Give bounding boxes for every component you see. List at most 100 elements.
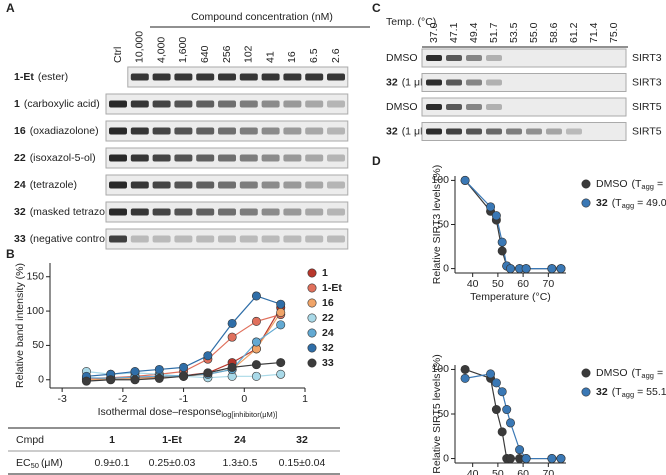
data-point [491,211,501,221]
legend-entry: 22 [322,312,334,324]
x-tick-label: -2 [118,393,127,405]
band [486,55,502,61]
band [196,154,215,162]
band [196,100,215,108]
data-point [276,358,286,368]
band [109,181,127,189]
band [261,127,280,135]
panel-label: C [372,1,381,15]
data-point [521,264,531,274]
band [196,127,215,135]
lane-label: 55.0 [528,22,540,43]
band [218,127,236,135]
legend-marker [307,358,317,368]
band [426,128,442,135]
data-point [251,291,261,301]
band [130,73,149,81]
band [327,208,345,216]
legend-entry: 16 [322,297,334,309]
band [261,181,280,189]
band [130,100,149,108]
label: EC [16,457,31,469]
legend-entry: 32 (Tagg= 55.1 °C*) [596,386,666,399]
annotation: (T [612,197,622,209]
series-line [464,368,561,460]
compound: 16 [14,125,26,137]
x-tick-label: 60 [517,468,529,475]
band [327,73,345,81]
data-point [251,316,261,326]
lane-label: 58.6 [548,22,560,43]
lane-label: 16 [286,51,298,63]
band [152,100,171,108]
band [327,154,345,162]
treatment: DMSO [386,101,418,113]
legend-name: 1 [322,267,328,279]
y-tick-label: 150 [26,271,44,283]
compound: 33 [14,233,26,245]
annotation: (T [632,178,642,190]
table-header: 32 [296,434,308,446]
legend-marker [307,343,317,353]
band [239,154,258,162]
legend-name: 1-Et [322,282,342,294]
band [261,100,280,108]
band [305,154,324,162]
y-tick-label: 100 [431,363,449,375]
blot [421,48,627,68]
x-tick-label: 40 [467,468,479,475]
annotation: = 49.7 °C) [657,367,666,379]
band [174,208,193,216]
panel-label: B [6,247,15,261]
label-sub: 50 [31,461,39,470]
row-label: 1-Et (ester) [14,71,68,83]
band [446,79,462,86]
series-line [464,373,561,460]
data-point [505,454,515,464]
band [130,154,149,162]
x-tick-label: 70 [542,278,554,290]
band [239,127,258,135]
band [305,235,324,243]
band [426,79,442,86]
band [174,100,193,108]
data-point [106,375,116,385]
band [174,181,193,189]
data-point [505,418,515,428]
row-label: 24 (tetrazole) [14,179,77,191]
data-point [547,264,557,274]
band [130,208,149,216]
table-header: 1-Et [162,434,182,446]
lane-label: 47.1 [448,22,460,43]
band [130,127,149,135]
x-tick-label: 0 [241,393,247,405]
data-point [497,237,507,247]
lane-label: 640 [199,45,211,63]
data-point [556,264,566,274]
band [239,181,258,189]
blot-title: Temp. (°C) [386,16,436,28]
data-point [460,175,470,185]
description: (ester) [38,71,68,83]
treatment: DMSO [386,52,418,64]
legend-marker [307,328,317,338]
band [466,55,482,61]
legend-entry: 32 (Tagg= 49.0 °C) [596,197,666,210]
lane-label: 37.0 [428,22,440,43]
x-tick-label: -3 [57,393,66,405]
table-cell: 0.25±0.03 [149,457,196,469]
band [446,104,462,110]
band [109,208,127,216]
annotation: = 55.1 °C*) [637,386,666,398]
lane-label: 75.0 [608,22,620,43]
band [446,55,462,61]
annotation: = 49.0 °C) [637,197,666,209]
lane-label: Ctrl [112,47,124,63]
legend-marker [581,387,591,397]
table-cell: 0.15±0.04 [279,457,326,469]
band [305,73,324,81]
legend-marker [307,283,317,293]
band [174,235,193,243]
protein-label: SIRT5 [632,101,662,113]
x-tick-label: 1 [302,393,308,405]
